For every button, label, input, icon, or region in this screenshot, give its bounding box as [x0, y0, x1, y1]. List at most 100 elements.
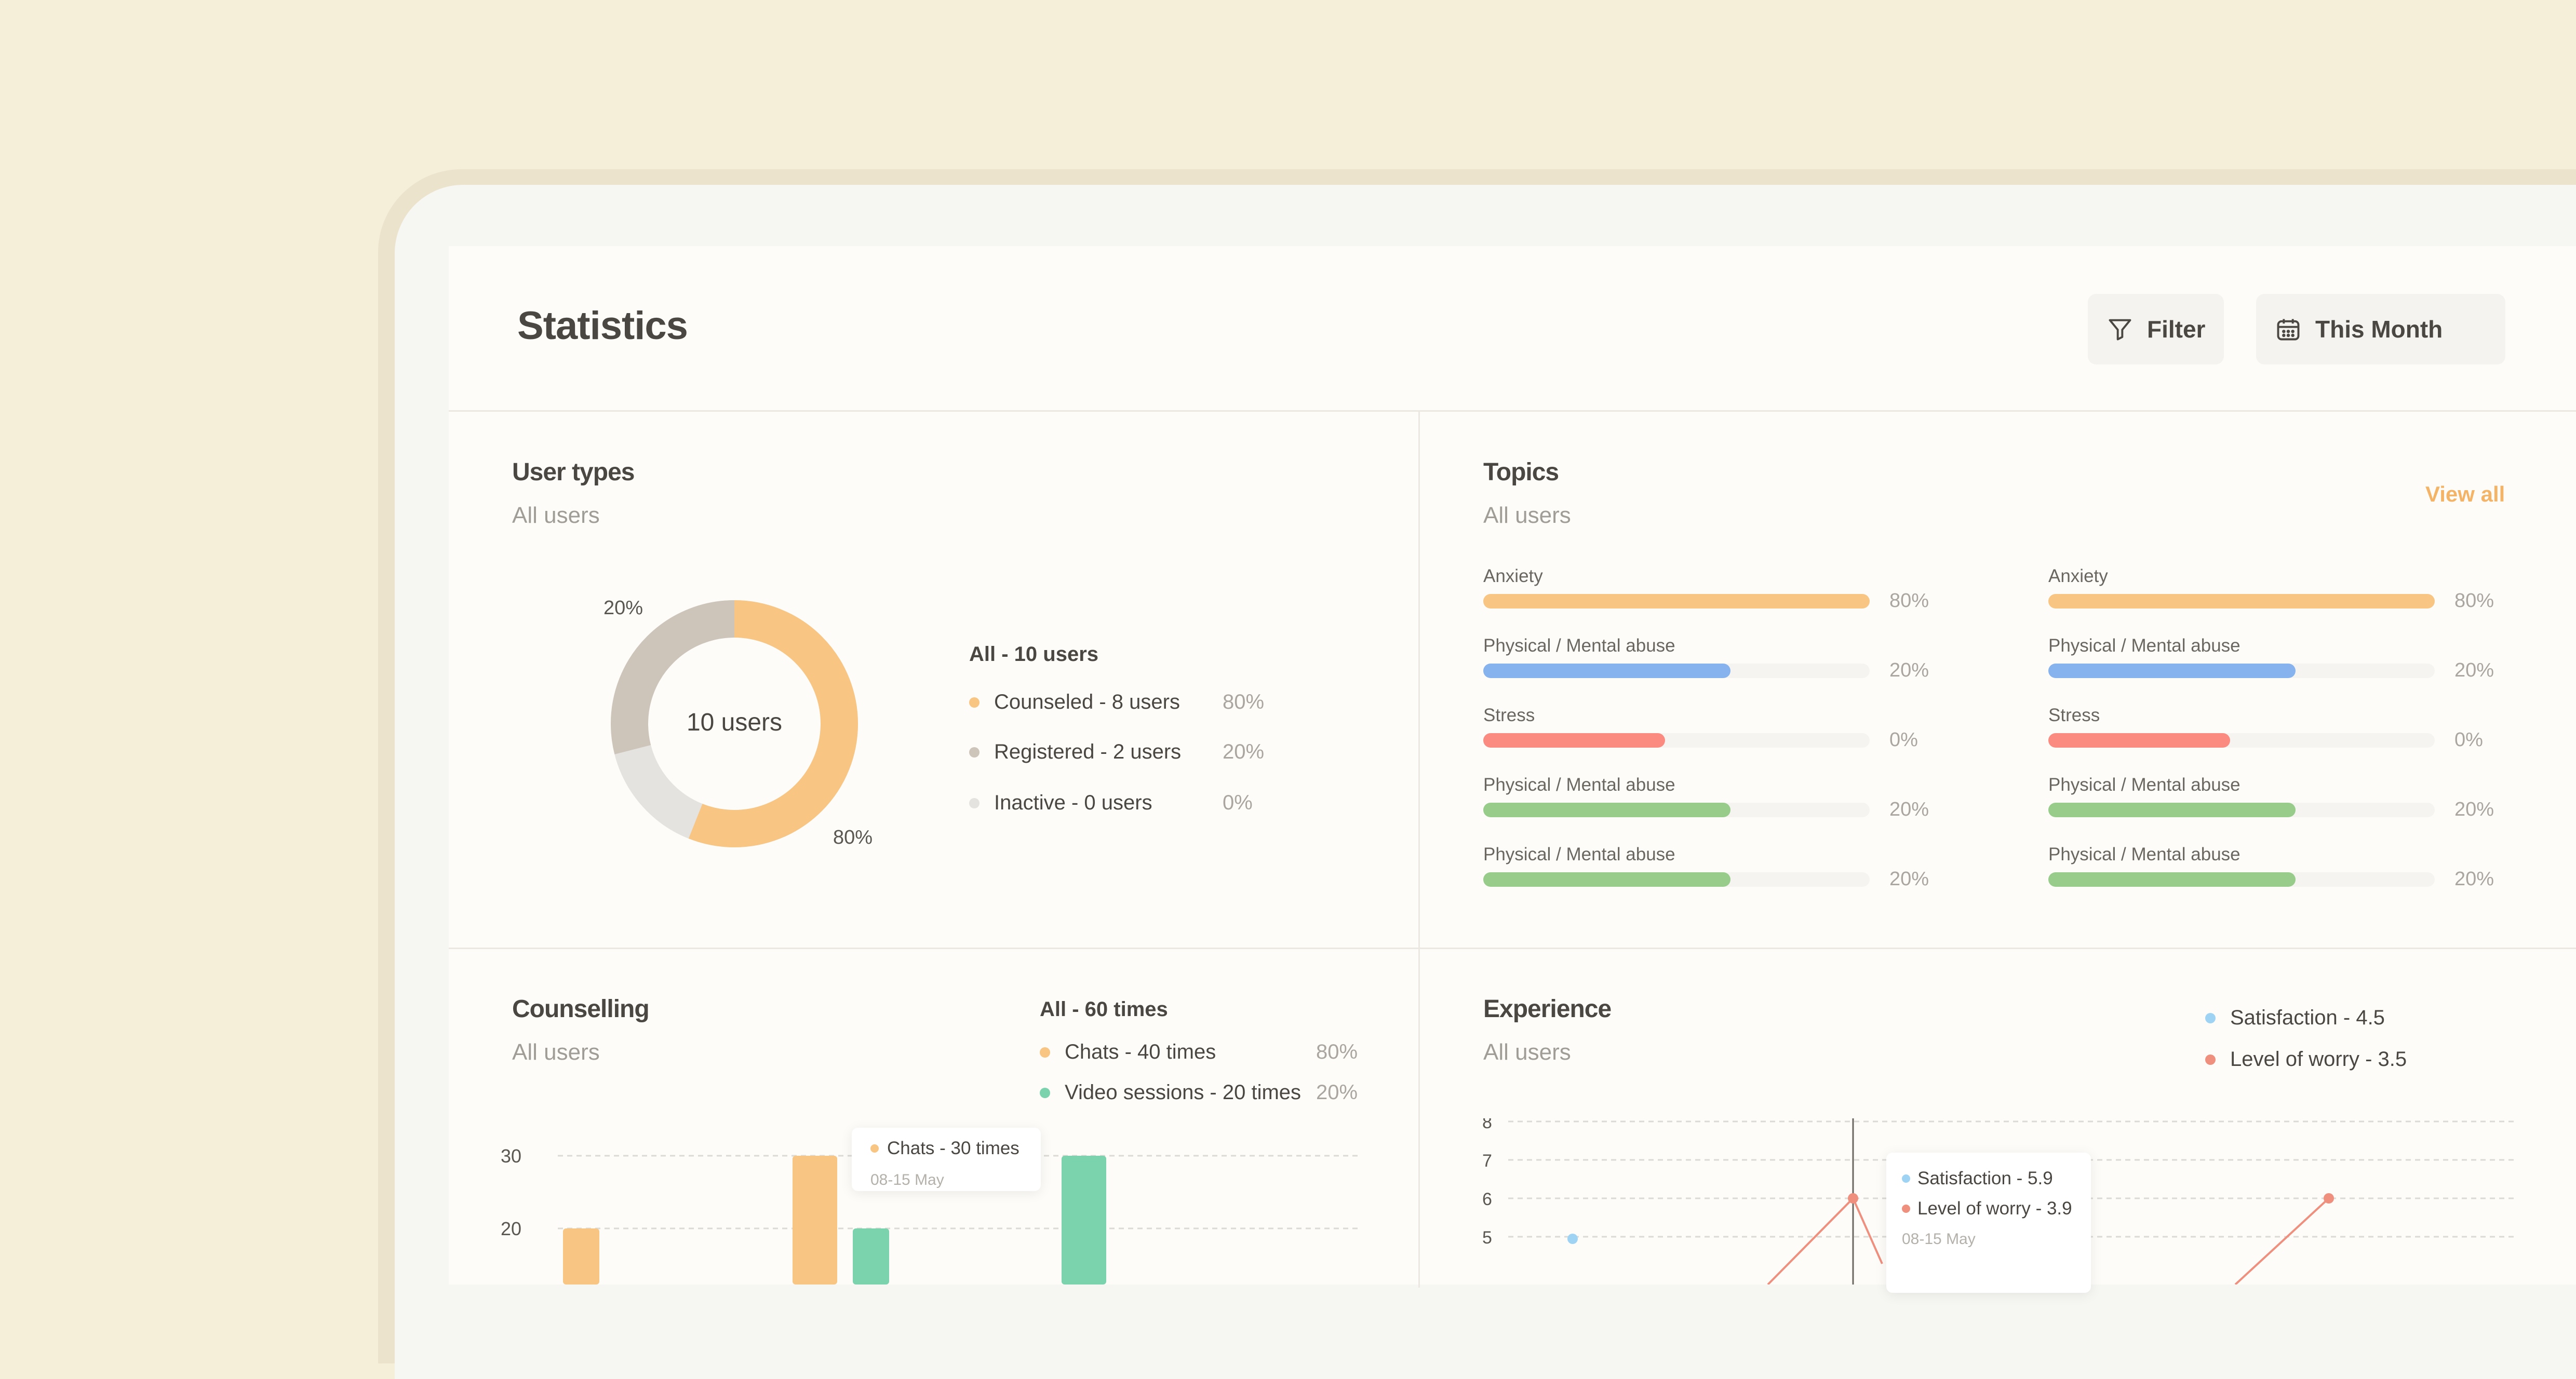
counselling-tooltip: Chats - 30 times 08-15 May [852, 1128, 1041, 1191]
topic-bar-fill [1483, 733, 1665, 748]
topic-label: Physical / Mental abuse [1483, 844, 1675, 864]
data-point-level-of-worry [1848, 1193, 1858, 1204]
tooltip-date: 08-15 May [1902, 1231, 1976, 1248]
bar-chats [793, 1156, 837, 1285]
legend-pct: 0% [1223, 791, 1253, 814]
header-divider [449, 410, 2576, 412]
legend-pct: 20% [1316, 1081, 1358, 1104]
user-types-legend-head: All - 10 users [969, 643, 1099, 666]
bar-video-sessions [1062, 1156, 1106, 1285]
y-tick-label: 30 [501, 1145, 521, 1167]
topic-bar-fill [2048, 594, 2435, 609]
topic-row: Anxiety 80% [1483, 565, 1940, 612]
tooltip-dot [1902, 1174, 1910, 1183]
topic-pct: 80% [2454, 590, 2494, 612]
topic-pct: 0% [2454, 729, 2483, 751]
legend-item-inactive: Inactive - 0 users [969, 791, 1152, 815]
topic-bar-fill [1483, 664, 1731, 678]
counselling-legend-head: All - 60 times [1040, 998, 1168, 1021]
donut-pct-bottom: 80% [833, 827, 873, 848]
topic-label: Physical / Mental abuse [2048, 844, 2240, 864]
topic-pct: 0% [1889, 729, 1918, 751]
topic-bar-track [1483, 733, 1870, 748]
tooltip-dot [870, 1144, 879, 1153]
topic-bar-track [2048, 733, 2435, 748]
tooltip-dot [1902, 1205, 1910, 1213]
data-point-satisfaction [1567, 1234, 1578, 1244]
filter-button[interactable]: Filter [2088, 294, 2224, 364]
legend-dot [969, 797, 980, 808]
topic-row: Physical / Mental abuse 20% [1483, 843, 1940, 890]
experience-title: Experience [1483, 995, 1612, 1023]
legend-label: Chats - 40 times [1065, 1040, 1216, 1063]
experience-subtitle: All users [1483, 1039, 1571, 1065]
topic-row: Physical / Mental abuse 20% [1483, 634, 1940, 681]
topics-title: Topics [1483, 458, 1559, 486]
legend-item-chats: Chats - 40 times [1040, 1040, 1216, 1064]
topic-bar-fill [2048, 664, 2296, 678]
topic-bar-fill [1483, 594, 1870, 609]
bar-video-sessions [853, 1228, 889, 1285]
tooltip-date: 08-15 May [870, 1171, 944, 1188]
legend-dot [2205, 1054, 2216, 1065]
topic-bar-fill [2048, 872, 2296, 887]
statistics-panel: Statistics Filter This Month User types … [449, 246, 2576, 1293]
counselling-title: Counselling [512, 995, 650, 1023]
view-all-link[interactable]: View all [2425, 482, 2505, 506]
topic-label: Anxiety [2048, 566, 2108, 586]
user-types-donut [611, 600, 858, 847]
counselling-subtitle: All users [512, 1039, 600, 1065]
topic-row: Stress 0% [2048, 704, 2505, 751]
period-select[interactable]: This Month [2256, 294, 2505, 364]
topic-row: Stress 0% [1483, 704, 1940, 751]
period-label: This Month [2315, 316, 2443, 343]
tooltip-row: Satisfaction - 5.9 [1902, 1168, 2091, 1189]
calendar-icon [2277, 319, 2300, 341]
topic-pct: 20% [2454, 659, 2494, 681]
topic-label: Physical / Mental abuse [2048, 775, 2240, 795]
data-point-level-of-worry [2324, 1193, 2334, 1204]
topic-bar-track [2048, 664, 2435, 678]
legend-pct: 80% [1316, 1040, 1358, 1063]
topic-row: Anxiety 80% [2048, 565, 2505, 612]
page-title: Statistics [517, 304, 688, 348]
topic-label: Stress [1483, 705, 1535, 725]
topic-label: Physical / Mental abuse [1483, 636, 1675, 656]
filter-label: Filter [2147, 316, 2206, 343]
topic-bar-track [1483, 664, 1870, 678]
y-tick-label: 6 [1482, 1189, 1492, 1209]
tooltip-label: Satisfaction - 5.9 [1917, 1168, 2053, 1188]
y-tick-label: 5 [1482, 1228, 1492, 1248]
legend-item-registered: Registered - 2 users [969, 740, 1181, 764]
legend-label: Level of worry - 3.5 [2230, 1048, 2407, 1071]
tooltip-row: Level of worry - 3.9 [1902, 1198, 2091, 1219]
legend-pct: 80% [1223, 691, 1265, 713]
column-divider [1418, 410, 1420, 1288]
row-divider [449, 948, 2576, 949]
y-tick-label: 8 [1482, 1118, 1492, 1132]
bar-chats [563, 1228, 599, 1285]
tooltip-row: Chats - 30 times [870, 1138, 1041, 1159]
donut-center-label: 10 users [686, 709, 783, 736]
topic-row: Physical / Mental abuse 20% [2048, 634, 2505, 681]
topic-row: Physical / Mental abuse 20% [1483, 774, 1940, 820]
legend-label: Counseled - 8 users [994, 691, 1180, 713]
topic-bar-track [2048, 803, 2435, 817]
series-line-level-of-worry [2234, 1197, 2330, 1285]
topic-pct: 20% [1889, 659, 1929, 681]
legend-label: Registered - 2 users [994, 740, 1182, 763]
series-line-level-of-worry [1767, 1196, 1883, 1285]
legend-label: Video sessions - 20 times [1065, 1081, 1302, 1104]
legend-label: Satisfaction - 4.5 [2230, 1006, 2385, 1029]
legend-dot [969, 697, 980, 708]
legend-item-level-of-worry: Level of worry - 3.5 [2205, 1048, 2407, 1071]
legend-dot [1040, 1087, 1050, 1098]
topic-pct: 20% [2454, 799, 2494, 820]
topic-bar-fill [2048, 733, 2230, 748]
legend-dot [969, 747, 980, 758]
topic-bar-fill [1483, 872, 1731, 887]
legend-pct: 20% [1223, 740, 1265, 763]
topic-bar-fill [2048, 803, 2296, 817]
topic-pct: 20% [1889, 799, 1929, 820]
topic-label: Stress [2048, 705, 2100, 725]
